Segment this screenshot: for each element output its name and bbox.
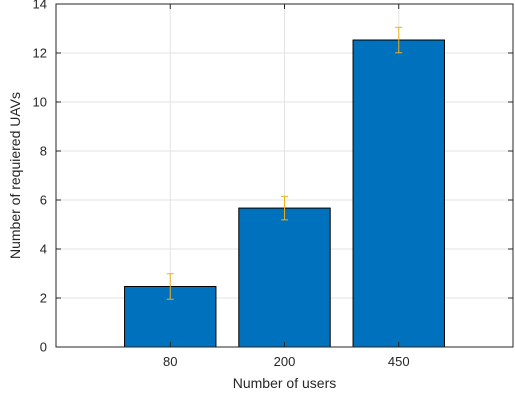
y-tick-label: 8	[40, 144, 47, 159]
x-tick-label: 200	[274, 354, 296, 369]
bar-450	[352, 39, 445, 348]
x-axis-label: Number of users	[233, 375, 336, 391]
error-bar-80	[166, 273, 174, 300]
y-axis-ticks: 0 2 4 6 8 10 12 14	[33, 0, 513, 355]
error-bars	[166, 26, 403, 300]
x-tick-label: 80	[163, 354, 177, 369]
y-tick-label: 0	[40, 340, 47, 355]
bar-200	[238, 207, 331, 348]
error-bar-450	[395, 26, 403, 54]
y-tick-label: 14	[33, 0, 47, 12]
bars	[124, 39, 445, 348]
y-tick-label: 10	[33, 95, 47, 110]
y-tick-label: 4	[40, 242, 47, 257]
y-tick-label: 12	[33, 46, 47, 61]
y-tick-label: 2	[40, 291, 47, 306]
error-bar-200	[281, 195, 288, 221]
x-axis-ticks: 80 200 450	[163, 4, 410, 369]
x-tick-label: 450	[388, 354, 410, 369]
y-tick-label: 6	[40, 193, 47, 208]
y-axis-label: Number of requiered UAVs	[7, 92, 23, 259]
